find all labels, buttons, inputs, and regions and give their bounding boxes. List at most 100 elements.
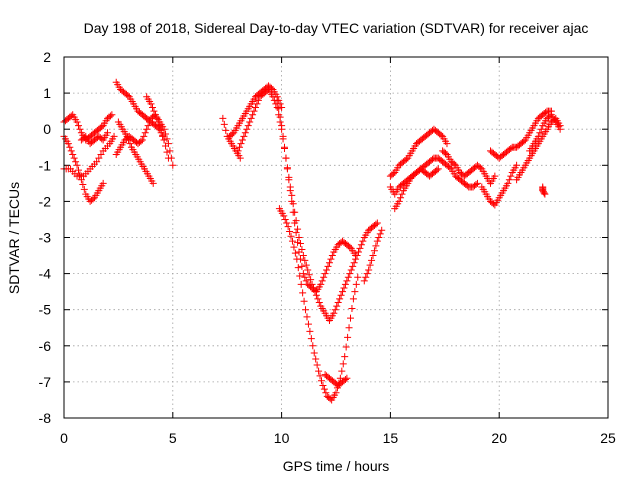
data-point [76, 125, 84, 133]
data-point [349, 295, 357, 303]
data-point [288, 191, 296, 199]
data-point [450, 160, 458, 168]
data-point [363, 270, 371, 278]
data-point [67, 112, 75, 120]
data-point [337, 291, 345, 299]
series-arc-16 [386, 125, 451, 180]
data-point [341, 375, 349, 383]
data-point [306, 327, 314, 335]
data-point [330, 309, 338, 317]
data-point [249, 111, 257, 119]
data-point [282, 154, 290, 162]
data-point [164, 140, 172, 148]
data-point [272, 100, 280, 108]
data-point [395, 197, 403, 205]
data-point [110, 132, 118, 140]
data-point [283, 165, 291, 173]
data-point [378, 226, 386, 234]
data-point [253, 100, 261, 108]
data-point [263, 87, 271, 95]
data-point [336, 295, 344, 303]
data-point [281, 143, 289, 151]
data-point [345, 324, 353, 332]
data-point [287, 232, 295, 240]
data-point [428, 155, 436, 163]
data-point [97, 150, 105, 158]
data-point [369, 252, 377, 260]
data-point [163, 135, 171, 143]
data-point [354, 248, 362, 256]
data-point [357, 241, 365, 249]
data-point [342, 343, 350, 351]
y-tick-label: -6 [39, 338, 52, 354]
data-point [398, 190, 406, 198]
data-point [293, 255, 301, 263]
series-arc-14 [321, 371, 351, 390]
data-point [327, 255, 335, 263]
data-point [281, 215, 289, 223]
data-point [289, 208, 297, 216]
data-point [243, 125, 251, 133]
x-tick-label: 5 [169, 430, 177, 446]
data-point [442, 149, 450, 157]
data-point [491, 172, 499, 180]
data-point [351, 288, 359, 296]
data-point [344, 333, 352, 341]
data-point [238, 136, 246, 144]
data-point [341, 280, 349, 288]
data-point [504, 179, 512, 187]
data-point [513, 161, 521, 169]
data-point [316, 372, 324, 380]
data-point [104, 129, 112, 137]
data-point [443, 140, 451, 148]
data-point [283, 219, 291, 227]
data-point [106, 112, 114, 120]
data-point [536, 129, 544, 137]
data-point [275, 105, 283, 113]
data-point [64, 140, 72, 148]
data-point [325, 259, 333, 267]
data-point [298, 262, 306, 270]
data-point [247, 114, 255, 122]
data-point [376, 230, 384, 238]
data-point [254, 96, 262, 104]
x-tick-label: 15 [383, 430, 399, 446]
data-point [236, 154, 244, 162]
data-point [347, 314, 355, 322]
y-tick-label: -8 [39, 410, 52, 426]
data-point [346, 243, 354, 251]
y-tick-label: 1 [43, 85, 51, 101]
data-point [340, 284, 348, 292]
series-arc-21 [486, 107, 555, 162]
data-point [291, 219, 299, 227]
data-point [126, 140, 134, 148]
data-point [310, 349, 318, 357]
data-point [150, 107, 158, 115]
data-point [402, 155, 410, 163]
data-point [69, 150, 77, 158]
series-arc-24 [539, 183, 549, 198]
data-point [286, 227, 294, 235]
series-arc-11 [234, 85, 381, 325]
data-point [144, 122, 152, 130]
data-point [349, 262, 357, 270]
data-point [76, 171, 84, 179]
data-point [556, 125, 564, 133]
y-tick-labels: -8 -7 -6 -5 -4 -3 -2 -1 0 1 2 [39, 49, 52, 426]
data-point [476, 164, 484, 172]
data-point [370, 247, 378, 255]
data-point [304, 266, 312, 274]
data-point [303, 313, 311, 321]
data-point [72, 158, 80, 166]
data-point [389, 170, 397, 178]
data-point [333, 302, 341, 310]
data-point [320, 273, 328, 281]
data-point [160, 125, 168, 133]
x-tick-label: 20 [491, 430, 507, 446]
data-point [141, 129, 149, 137]
series-arc-8 [143, 93, 177, 169]
data-point [332, 389, 340, 397]
data-point [147, 100, 155, 108]
data-point [295, 248, 303, 256]
